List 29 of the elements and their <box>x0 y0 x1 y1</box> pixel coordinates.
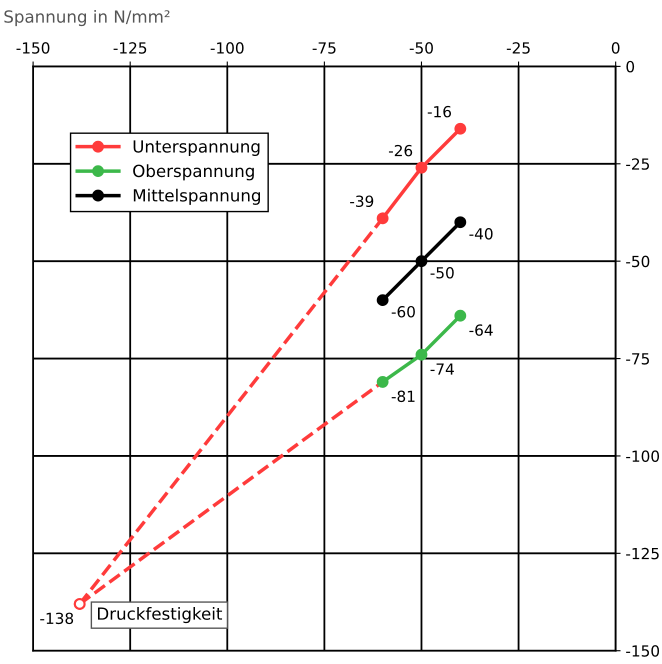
data-label: -16 <box>428 106 452 118</box>
x-tick-label: -100 <box>210 42 244 54</box>
x-tick-label: -50 <box>410 42 433 54</box>
data-label: -138 <box>40 612 74 624</box>
data-label: -74 <box>430 363 454 375</box>
x-tick-label: 0 <box>612 42 620 54</box>
y-tick-label: -50 <box>626 256 650 268</box>
y-tick-label: -150 <box>626 645 660 657</box>
data-label: -60 <box>392 306 415 318</box>
y-axis-title: Spannung in N/mm² <box>4 10 170 26</box>
y-tick-label: -125 <box>626 548 659 560</box>
x-tick-label: -150 <box>16 42 50 54</box>
legend-label: Unterspannung <box>134 140 260 156</box>
data-label: -50 <box>430 267 454 279</box>
y-tick-label: -25 <box>626 158 649 170</box>
y-tick-label: -100 <box>626 450 660 462</box>
data-label: -81 <box>392 390 415 402</box>
legend-label: Mittelspannung <box>134 188 260 205</box>
data-label: -39 <box>350 195 374 208</box>
data-label: -26 <box>388 144 412 156</box>
data-label: -64 <box>469 324 493 336</box>
y-tick-label: -75 <box>626 353 649 365</box>
data-label: -40 <box>469 228 493 240</box>
x-tick-label: -75 <box>312 42 336 54</box>
x-tick-label: -25 <box>506 42 530 54</box>
x-tick-label: -125 <box>114 42 146 54</box>
annotation: Druckfestigkeit <box>98 607 222 624</box>
legend-label: Oberspannung <box>133 164 254 180</box>
y-tick-label: 0 <box>626 60 634 72</box>
